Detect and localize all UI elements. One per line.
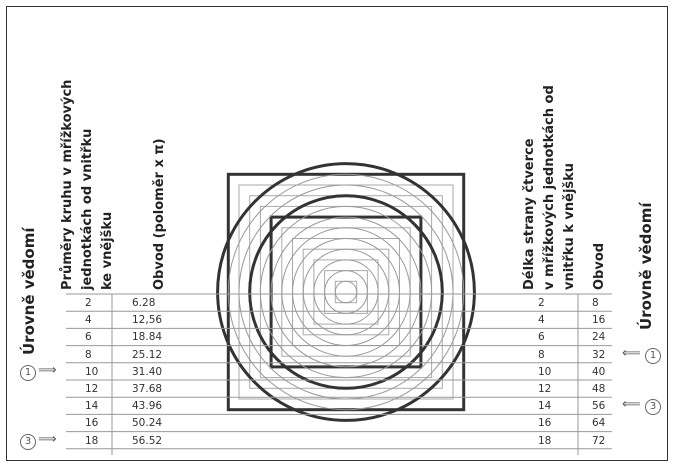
right-side-header-line3: vnitřku k vnějšku: [562, 162, 577, 290]
left-circumference-value: 43.96: [132, 400, 163, 413]
circle-diameter-10: [292, 238, 400, 346]
left-diameter-value: 18: [85, 434, 99, 447]
left-diameter-value: 14: [85, 400, 99, 413]
left-circumference-value: 37.68: [132, 383, 163, 395]
right-side-value: 12: [538, 383, 552, 395]
right-side-value: 4: [538, 314, 545, 327]
right-perimeter-value: 48: [592, 383, 606, 395]
right-perim-header: Obvod: [592, 242, 607, 290]
left-arrow-icon: ⟸: [622, 345, 641, 361]
circle-diameter-24: [216, 162, 476, 422]
left-level-marker-arrow: 1: [20, 364, 36, 381]
circle-diameter-18: [248, 194, 444, 390]
circle-diameter-22: [227, 173, 465, 411]
right-side-value: 10: [538, 365, 552, 378]
right-side-value: 14: [538, 400, 552, 413]
right-level-label: Úrovně vědomí: [637, 202, 655, 331]
left-diameter-value: 10: [85, 365, 99, 378]
square-side-22: [226, 172, 466, 412]
left-circumference-value: 25.12: [132, 348, 163, 361]
left-circumference-value: 12,56: [132, 314, 163, 327]
right-perimeter-value: 8: [592, 297, 599, 309]
right-side-value: 2: [538, 297, 545, 309]
right-perimeter-value: 24: [592, 331, 606, 344]
left-circ-header: Obvod (poloměr x π): [152, 138, 167, 290]
left-level-label: Úrovně vědomí: [20, 227, 38, 356]
right-level-marker: 1: [645, 347, 661, 364]
left-diameter-value: 4: [85, 314, 92, 327]
right-side-value: 6: [538, 331, 545, 344]
right-side-value: 16: [538, 417, 552, 430]
left-circumference-value: 18.84: [132, 331, 163, 344]
circle-diameter-20: [238, 184, 454, 400]
right-perimeter-value: 72: [592, 434, 606, 447]
left-diameter-value: 8: [85, 348, 92, 361]
circle-diameter-8: [302, 248, 390, 336]
left-circumference-value: 31.40: [132, 365, 163, 378]
circle-diameter-2: [334, 280, 358, 304]
square-side-10: [292, 238, 400, 346]
left-circumference-value: 56.52: [132, 434, 163, 447]
circle-diameter-12: [281, 227, 411, 357]
right-perimeter-value: 64: [592, 417, 606, 430]
left-diameter-value: 16: [85, 417, 99, 430]
left-arrow-icon: ⟸: [622, 397, 641, 413]
right-arrow-icon: ⟹: [38, 431, 57, 447]
circle-diameter-16: [259, 205, 433, 379]
right-side-header-line1: Délka strany čtverce: [522, 138, 537, 290]
right-side-value: 18: [538, 434, 552, 447]
right-perimeter-value: 16: [592, 314, 606, 327]
left-diameter-value: 6: [85, 331, 92, 344]
left-diameter-value: 2: [85, 297, 92, 309]
right-perimeter-value: 56: [592, 400, 606, 413]
left-circumference-value: 6.28: [132, 297, 156, 309]
left-diam-header-line2: jednotkách od vnitřku: [80, 128, 95, 290]
square-side-14: [269, 215, 423, 369]
right-level-marker: 3: [645, 399, 661, 416]
circle-diameter-6: [313, 259, 379, 325]
circle-diameter-14: [270, 216, 422, 368]
diagram-frame: [6, 6, 668, 461]
circle-diameter-4: [324, 270, 368, 314]
square-side-12: [281, 227, 411, 357]
left-diam-header-line1: Průměry kruhu v mřížkových: [60, 79, 75, 290]
right-side-header-line2: v mřížkových jednotkách od: [542, 85, 557, 290]
right-perimeter-value: 40: [592, 365, 606, 378]
right-side-value: 8: [538, 348, 545, 361]
square-side-16: [259, 205, 433, 379]
left-diameter-value: 12: [85, 383, 99, 395]
right-perimeter-value: 32: [592, 348, 606, 361]
left-diam-header-line3: ke vnějšku: [100, 211, 115, 290]
left-circumference-value: 50.24: [132, 417, 163, 430]
right-arrow-icon: ⟹: [38, 362, 57, 378]
left-level-marker-arrow: 3: [20, 433, 36, 450]
